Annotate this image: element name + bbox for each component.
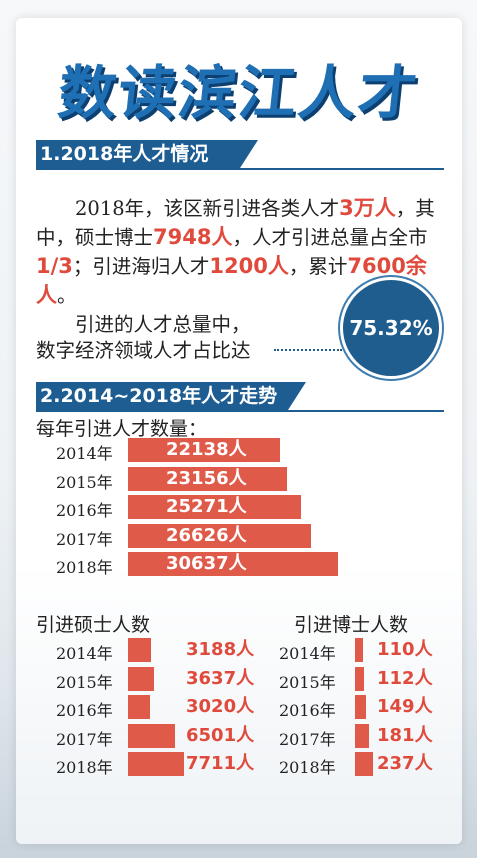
paragraph-text: ，其中，硕士博士 — [36, 197, 435, 249]
bar — [355, 752, 373, 776]
bar — [128, 638, 152, 662]
section1-line2b: 数字经济领域人才占比达 — [36, 339, 251, 362]
infographic-card: 数读滨江人才 1.2018年人才情况 2018年，该区新引进各类人才3万人，其中… — [16, 18, 462, 844]
bar-value-label: 3188人 — [186, 639, 255, 660]
bar-value-label: 237人 — [377, 753, 433, 774]
year-label: 2016年 — [279, 701, 336, 720]
paragraph-text: ；引进海归人才 — [72, 255, 210, 278]
paragraph-text: ，人才引进总量占全市 — [232, 226, 428, 249]
bar — [128, 752, 184, 776]
year-label: 2015年 — [279, 672, 336, 692]
year-label: 2018年 — [56, 758, 113, 777]
bar — [128, 695, 150, 719]
bar — [128, 438, 280, 462]
bar — [128, 666, 155, 691]
bar-value-label: 30637人 — [166, 553, 247, 574]
digital-economy-share-badge: 75.32% — [343, 280, 439, 376]
highlight-figure: 1200人 — [209, 254, 289, 278]
section2-rule — [36, 410, 444, 412]
bar-value-label: 26626人 — [166, 524, 247, 546]
section1-rule — [36, 168, 444, 170]
card-fade — [16, 564, 462, 844]
masters-chart-title: 引进硕士人数 — [36, 614, 151, 636]
bar — [355, 723, 369, 748]
bar-value-label: 112人 — [377, 667, 433, 689]
highlight-figure: 7600余人 — [36, 254, 427, 307]
year-label: 2014年 — [56, 444, 113, 463]
bar-value-label: 110人 — [377, 639, 433, 660]
year-label: 2015年 — [56, 672, 113, 692]
year-label: 2018年 — [279, 758, 336, 777]
highlight-figure: 7948人 — [153, 225, 233, 249]
bar — [128, 495, 302, 519]
paragraph-text: 2018年，该区新引进各类人才 — [75, 197, 340, 220]
bar-value-label: 149人 — [377, 696, 433, 717]
bar — [128, 723, 176, 748]
year-label: 2018年 — [56, 558, 113, 577]
bar — [355, 695, 367, 719]
year-label: 2016年 — [56, 701, 113, 720]
year-label: 2014年 — [279, 644, 336, 663]
paragraph-text: ，累计 — [288, 255, 348, 278]
section1-paragraph: 2018年，该区新引进各类人才3万人，其中，硕士博士7948人，人才引进总量占全… — [36, 194, 444, 310]
bar — [355, 666, 364, 691]
year-label: 2016年 — [56, 501, 113, 520]
bar-value-label: 181人 — [377, 724, 433, 746]
highlight-figure: 3万人 — [339, 196, 396, 220]
year-label: 2017年 — [56, 529, 113, 549]
section2-heading: 2.2014~2018年人才走势 — [36, 382, 306, 410]
bar-value-label: 23156人 — [166, 467, 247, 489]
year-label: 2015年 — [56, 472, 113, 492]
paragraph-text: 。 — [57, 284, 77, 307]
bar-value-label: 25271人 — [166, 496, 247, 517]
year-label: 2017年 — [56, 729, 113, 749]
bar — [128, 552, 338, 576]
section1-heading: 1.2018年人才情况 — [36, 140, 258, 168]
year-label: 2017年 — [279, 729, 336, 749]
bar-value-label: 6501人 — [186, 724, 255, 746]
highlight-figure: 1/3 — [36, 254, 73, 278]
yearly-chart-subheading: 每年引进人才数量： — [36, 418, 208, 440]
bar — [128, 523, 311, 548]
section1-line2a: 引进的人才总量中， — [75, 313, 251, 336]
bar — [355, 638, 364, 662]
bar-value-label: 22138人 — [166, 439, 247, 460]
phd-chart-title: 引进博士人数 — [294, 614, 409, 636]
year-label: 2014年 — [56, 644, 113, 663]
bar-value-label: 3020人 — [186, 696, 255, 717]
bar-value-label: 7711人 — [186, 753, 255, 774]
dotted-leader — [274, 349, 342, 351]
bar — [128, 466, 287, 491]
page-title: 数读滨江人才 — [54, 59, 423, 127]
bar-value-label: 3637人 — [186, 667, 255, 689]
